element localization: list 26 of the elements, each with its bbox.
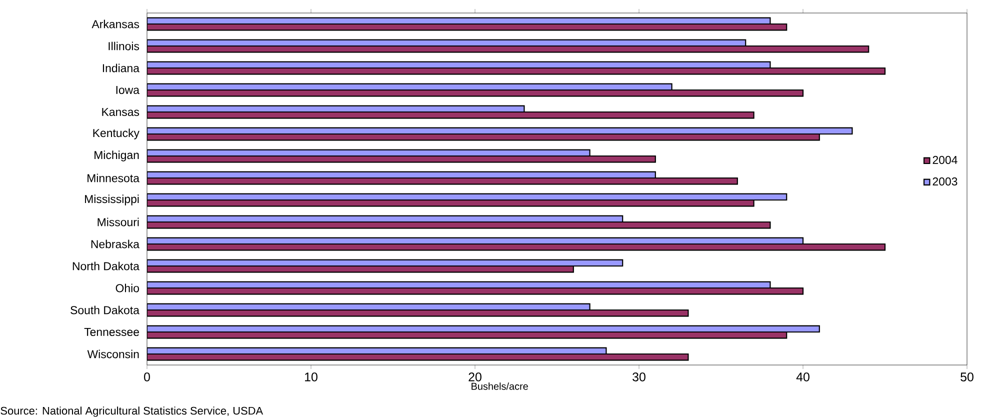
y-tick-label: Ohio <box>116 284 139 292</box>
x-axis-title: Bushels/acre <box>472 382 528 390</box>
y-tick-label: North Dakota <box>72 262 140 270</box>
y-tick-label: Nebraska <box>91 240 140 248</box>
y-tick-label: Mississippi <box>85 194 139 206</box>
x-tick-label: 30 <box>632 372 646 382</box>
legend-label: 2003 <box>932 177 958 186</box>
y-tick-label: Minnesota <box>88 174 140 182</box>
y-tick-label: Indiana <box>102 64 140 72</box>
y-tick-label: Illinois <box>108 42 140 50</box>
legend-label: 2004 <box>932 156 958 164</box>
source-note: Source: National Agricultural Statistics Service, USDA <box>0 406 264 417</box>
x-tick-label: 20 <box>468 372 482 382</box>
y-tick-label: Iowa <box>116 86 140 94</box>
x-tick-label: 40 <box>796 372 810 382</box>
x-tick-label: 0 <box>144 372 150 382</box>
y-tick-label: Missouri <box>98 218 139 226</box>
y-tick-label: Kentucky <box>93 128 140 140</box>
y-tick-label: Kansas <box>102 108 140 116</box>
x-tick-label: 50 <box>960 372 974 382</box>
y-tick-label: Michigan <box>94 150 139 162</box>
y-tick-label: Tennessee <box>84 328 139 336</box>
y-tick-label: Arkansas <box>92 20 140 28</box>
y-tick-label: Wisconsin <box>87 350 139 358</box>
x-tick-label: 10 <box>305 372 318 382</box>
y-tick-label: South Dakota <box>70 306 140 314</box>
